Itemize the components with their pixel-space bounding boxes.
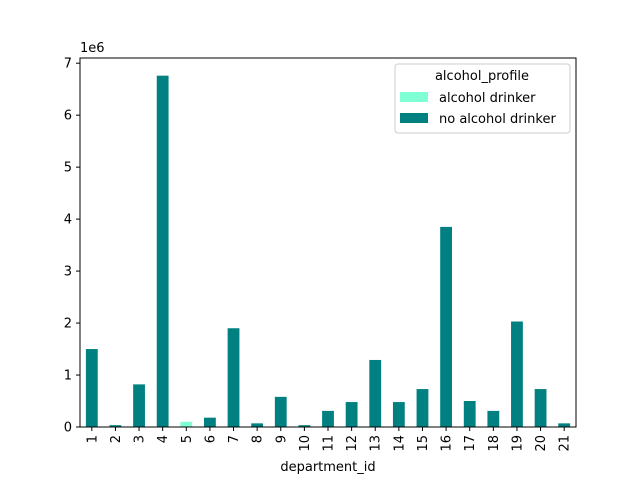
x-tick-label: 17	[463, 435, 478, 452]
x-tick-label: 15	[416, 435, 431, 452]
bar-no-alcohol-drinker-7	[227, 328, 240, 427]
bar-no-alcohol-drinker-19	[511, 321, 523, 427]
x-tick-label: 9	[274, 435, 289, 443]
bar-no-alcohol-drinker-13	[369, 359, 382, 427]
legend-label-alcohol-drinker: alcohol drinker	[439, 91, 536, 106]
bar-no-alcohol-drinker-3	[133, 384, 145, 427]
x-tick-label: 5	[180, 435, 195, 443]
legend-swatch-no-alcohol-drinker	[400, 113, 428, 123]
x-tick-label: 4	[156, 435, 171, 443]
bar-no-alcohol-drinker-8	[251, 423, 264, 427]
x-tick-label: 7	[227, 435, 242, 443]
x-tick-label: 8	[251, 435, 266, 443]
bar-no-alcohol-drinker-21	[558, 423, 571, 427]
y-tick-label: 7	[64, 57, 72, 72]
bar-no-alcohol-drinker-14	[392, 402, 405, 427]
y-tick-label: 1	[64, 369, 72, 384]
x-tick-label: 1	[85, 435, 100, 443]
bar-no-alcohol-drinker-10	[298, 425, 311, 427]
x-tick-label: 21	[558, 435, 573, 452]
bar-no-alcohol-drinker-1	[85, 349, 98, 427]
axes-frame	[79, 57, 577, 428]
x-tick-label: 20	[534, 435, 549, 452]
legend: alcohol_profile alcohol drinker no alcoh…	[394, 63, 571, 134]
y-tick-label: 4	[64, 213, 72, 228]
bar-no-alcohol-drinker-11	[322, 410, 334, 427]
y-tick-label: 0	[64, 421, 72, 436]
x-tick-label: 19	[510, 435, 525, 452]
legend-label-no-alcohol-drinker: no alcohol drinker	[439, 112, 556, 127]
x-tick-label: 6	[203, 435, 218, 443]
bar-no-alcohol-drinker-15	[416, 389, 429, 427]
y-axis-offset-label: 1e6	[80, 41, 105, 56]
bar-no-alcohol-drinker-16	[440, 226, 452, 427]
x-tick-label: 3	[133, 435, 148, 443]
bar-no-alcohol-drinker-18	[487, 410, 500, 427]
bar-no-alcohol-drinker-20	[534, 389, 547, 427]
bar-alcohol-drinker-5	[180, 421, 193, 427]
x-tick-label: 2	[109, 435, 124, 443]
x-tick-label: 18	[487, 435, 502, 452]
bar-no-alcohol-drinker-4	[156, 75, 169, 428]
bar-no-alcohol-drinker-6	[204, 417, 216, 427]
legend-title: alcohol_profile	[435, 69, 529, 84]
bar-no-alcohol-drinker-17	[463, 401, 476, 427]
legend-frame	[394, 63, 571, 134]
x-tick-label: 16	[440, 435, 455, 452]
x-tick-label: 14	[392, 435, 407, 452]
legend-swatch-alcohol-drinker	[400, 92, 428, 102]
y-tick-label: 3	[64, 265, 72, 280]
x-tick-label: 13	[369, 435, 384, 452]
x-tick-label: 12	[345, 435, 360, 452]
x-tick-label: 11	[322, 435, 337, 452]
y-tick-label: 2	[64, 317, 72, 332]
bar-no-alcohol-drinker-12	[345, 402, 358, 427]
bar-no-alcohol-drinker-9	[274, 396, 287, 427]
bar-no-alcohol-drinker-2	[109, 425, 122, 427]
x-tick-label: 10	[298, 435, 313, 452]
bars-layer	[85, 75, 571, 428]
x-axis-label: department_id	[280, 460, 375, 475]
y-tick-label: 5	[64, 161, 72, 176]
y-tick-label: 6	[64, 109, 72, 124]
